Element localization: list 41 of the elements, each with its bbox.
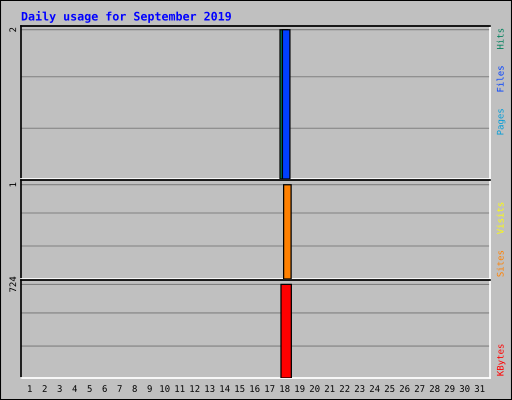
- x-tick-label: 27: [414, 385, 424, 392]
- x-tick-label: 28: [430, 385, 440, 392]
- x-tick-label: 13: [205, 385, 214, 392]
- x-tick-label: 15: [235, 385, 244, 392]
- legend-label: Pages: [496, 109, 506, 135]
- legend-label: Visits: [496, 202, 504, 234]
- x-tick-label: 31: [474, 385, 484, 392]
- x-tick-label: 10: [160, 385, 170, 392]
- y-tick-label: 1: [9, 182, 16, 186]
- text: Sites: [496, 250, 504, 277]
- x-tick-label: 16: [250, 385, 260, 392]
- text: KBytes: [496, 344, 506, 376]
- x-tick-label: 6: [102, 385, 107, 392]
- x-tick-label: 1: [28, 385, 32, 392]
- text: Files: [496, 66, 504, 92]
- x-tick-label: 7: [118, 385, 122, 392]
- x-tick-label: 2: [42, 385, 47, 392]
- chart-title: Daily usage for September 2019: [22, 10, 231, 23]
- x-tick-label: 30: [460, 385, 470, 392]
- x-tick-label: 19: [295, 385, 304, 392]
- y-tick-label: 724: [9, 276, 16, 292]
- x-tick-label: 20: [310, 385, 320, 392]
- x-tick-label: 12: [190, 385, 200, 392]
- x-tick-label: 25: [384, 385, 394, 392]
- x-tick-label: 26: [400, 385, 410, 392]
- x-tick-label: 23: [354, 385, 364, 392]
- x-tick-label: 22: [340, 385, 350, 392]
- x-tick-label: 18: [280, 385, 290, 392]
- x-tick-label: 14: [220, 385, 230, 392]
- x-tick-label: 9: [148, 385, 152, 392]
- text: Hits: [496, 28, 504, 50]
- x-tick-label: 21: [324, 385, 334, 392]
- x-tick-label: 11: [175, 385, 185, 392]
- x-tick-label: 8: [132, 385, 137, 392]
- x-tick-label: 3: [58, 385, 62, 392]
- x-tick-label: 24: [370, 385, 380, 392]
- x-tick-label: 4: [72, 385, 77, 392]
- y-tick-label: 2: [9, 28, 16, 32]
- x-tick-label: 5: [88, 385, 92, 392]
- x-tick-label: 17: [265, 385, 274, 392]
- x-tick-label: 29: [444, 385, 454, 392]
